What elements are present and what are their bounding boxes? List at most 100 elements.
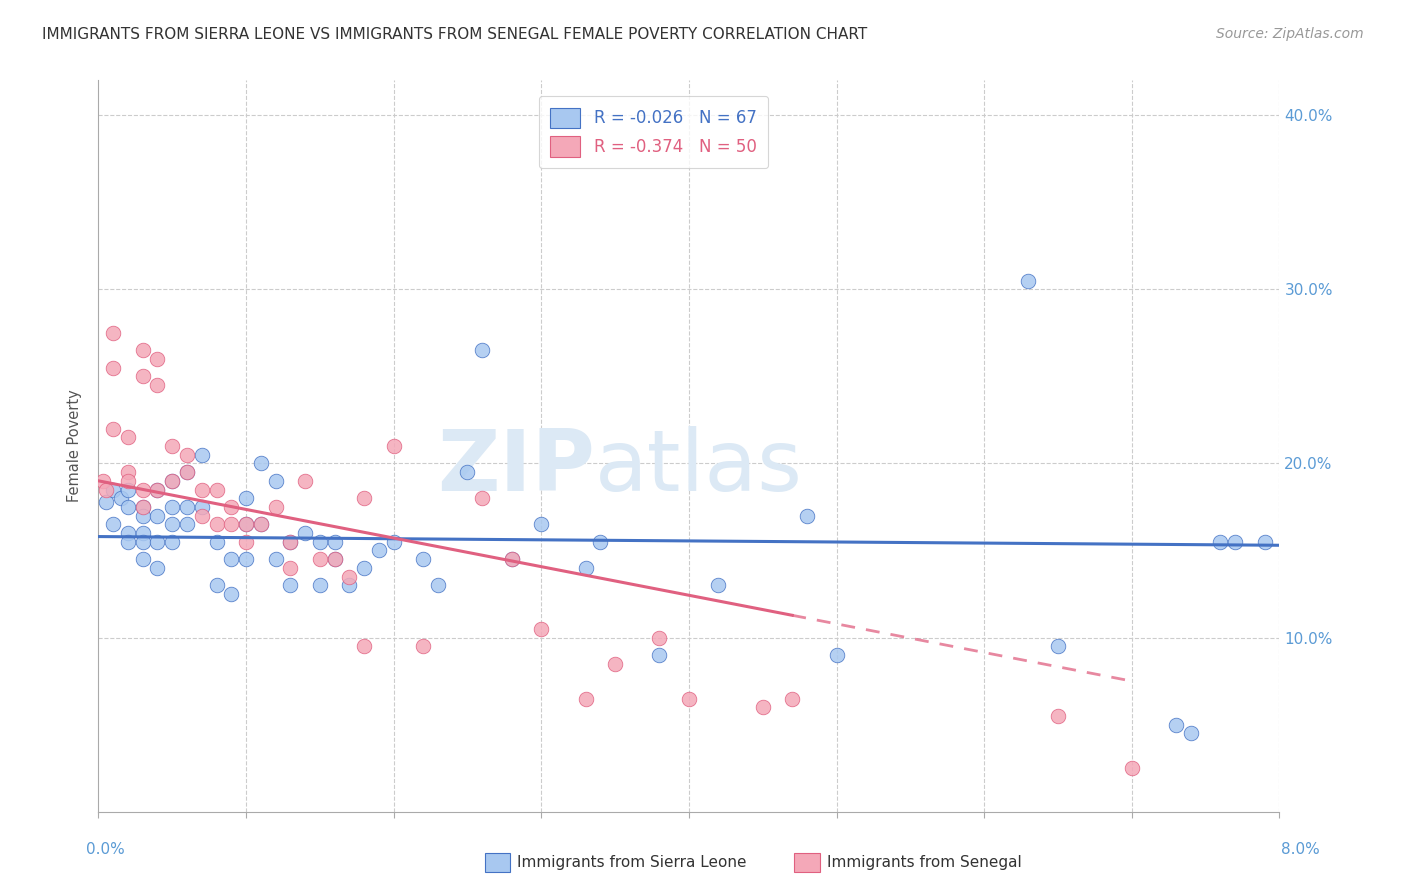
Point (117, 465, 139, 479)
Point (103, 517, 125, 532)
Point (146, 534, 169, 549)
Point (205, 517, 228, 532)
Text: 0.0%: 0.0% (86, 842, 125, 856)
Point (412, 552, 434, 566)
Point (146, 378, 169, 392)
Point (353, 640, 375, 654)
Point (132, 369, 155, 384)
Point (146, 483, 169, 497)
Point (339, 569, 361, 583)
Text: Immigrants from Sierra Leone: Immigrants from Sierra Leone (517, 855, 747, 870)
Point (280, 534, 302, 549)
Point (191, 483, 214, 497)
Point (221, 552, 243, 566)
Point (353, 561, 375, 575)
Point (648, 648, 671, 662)
Point (1166, 717, 1188, 731)
Point (353, 491, 375, 506)
Point (103, 421, 125, 435)
Point (382, 439, 405, 453)
Point (339, 578, 361, 592)
Point (221, 500, 243, 514)
Point (1121, 761, 1143, 775)
Point (250, 457, 273, 471)
Point (94, 494, 117, 508)
Text: Immigrants from Senegal: Immigrants from Senegal (827, 855, 1022, 870)
Point (132, 508, 155, 523)
Point (235, 517, 257, 532)
Point (132, 500, 155, 514)
Point (117, 474, 139, 488)
Text: IMMIGRANTS FROM SIERRA LEONE VS IMMIGRANTS FROM SENEGAL FEMALE POVERTY CORRELATI: IMMIGRANTS FROM SIERRA LEONE VS IMMIGRAN… (42, 27, 868, 42)
Point (575, 691, 598, 706)
Point (162, 517, 183, 532)
Point (1225, 534, 1247, 549)
Point (146, 483, 169, 497)
Point (280, 561, 302, 575)
Point (1018, 274, 1040, 288)
Point (146, 351, 169, 366)
Point (132, 526, 155, 541)
Point (280, 578, 302, 592)
Point (205, 534, 228, 549)
Y-axis label: Female Poverty: Female Poverty (67, 390, 83, 502)
Point (103, 326, 125, 340)
Point (176, 465, 198, 479)
Point (205, 578, 228, 592)
Point (796, 508, 818, 523)
Point (471, 491, 494, 506)
Point (176, 517, 198, 532)
Point (191, 508, 214, 523)
Point (176, 500, 198, 514)
Point (146, 508, 169, 523)
Point (323, 534, 346, 549)
Point (589, 534, 612, 549)
Point (1046, 709, 1070, 723)
Point (205, 483, 228, 497)
Point (250, 517, 273, 532)
Point (146, 561, 169, 575)
Point (221, 517, 243, 532)
Text: Source: ZipAtlas.com: Source: ZipAtlas.com (1216, 27, 1364, 41)
Point (235, 517, 257, 532)
Point (707, 578, 730, 592)
Point (132, 343, 155, 358)
Point (132, 483, 155, 497)
Point (530, 517, 553, 532)
Point (235, 491, 257, 506)
Point (264, 500, 287, 514)
Point (825, 648, 848, 662)
Point (294, 474, 316, 488)
Point (117, 526, 139, 541)
Point (91, 474, 114, 488)
Point (427, 578, 450, 592)
Point (501, 552, 523, 566)
Point (132, 534, 155, 549)
Point (94, 483, 117, 497)
Point (575, 561, 598, 575)
Point (132, 500, 155, 514)
Point (457, 465, 479, 479)
Point (117, 534, 139, 549)
Point (605, 657, 627, 671)
Point (323, 552, 346, 566)
Text: 8.0%: 8.0% (1281, 842, 1320, 856)
Point (368, 543, 391, 558)
Point (103, 360, 125, 375)
Point (280, 534, 302, 549)
Point (162, 474, 183, 488)
Point (110, 491, 132, 506)
Point (191, 500, 214, 514)
Point (162, 474, 183, 488)
Point (1254, 534, 1277, 549)
Point (1046, 640, 1070, 654)
Point (782, 691, 804, 706)
Point (117, 500, 139, 514)
Point (648, 631, 671, 645)
Point (264, 552, 287, 566)
Point (323, 552, 346, 566)
Point (412, 640, 434, 654)
Point (235, 534, 257, 549)
Point (103, 483, 125, 497)
Point (191, 448, 214, 462)
